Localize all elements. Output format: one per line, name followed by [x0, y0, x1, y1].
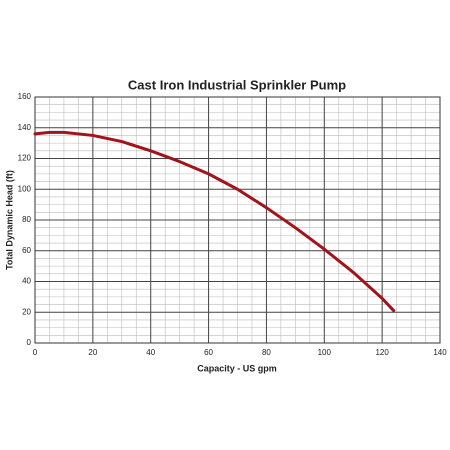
chart-title: Cast Iron Industrial Sprinkler Pump [128, 77, 346, 92]
y-tick-label: 140 [18, 123, 32, 132]
data-line [33, 130, 396, 313]
x-tick-label: 40 [146, 348, 155, 357]
y-tick-label: 60 [22, 246, 31, 255]
y-tick-label: 120 [18, 154, 32, 163]
y-tick-label: 40 [22, 277, 31, 286]
y-tick-label: 80 [22, 215, 31, 224]
y-tick-label: 160 [18, 92, 32, 101]
y-tick-label: 100 [18, 184, 32, 193]
x-tick-label: 80 [262, 348, 271, 357]
plot-frame [34, 96, 441, 344]
x-tick-label: 140 [433, 348, 447, 357]
x-tick-label: 100 [318, 348, 332, 357]
x-tick-label: 120 [375, 348, 389, 357]
y-tick-label: 20 [22, 307, 31, 316]
x-tick-label: 0 [33, 348, 38, 357]
y-axis-label: Total Dynamic Head (ft) [4, 170, 14, 270]
y-tick-label: 0 [27, 338, 32, 347]
x-tick-label: 20 [88, 348, 97, 357]
x-axis-label: Capacity - US gpm [197, 363, 277, 373]
x-tick-label: 60 [204, 348, 213, 357]
